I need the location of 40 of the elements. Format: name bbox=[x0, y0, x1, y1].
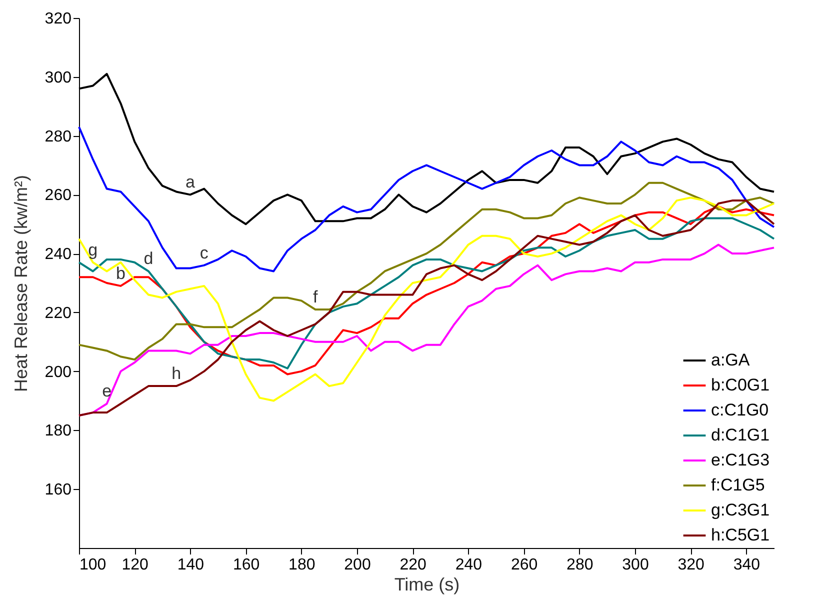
legend-label: c:C1G0 bbox=[711, 400, 769, 420]
annotation: e bbox=[102, 382, 112, 401]
annotation: h bbox=[172, 364, 182, 384]
legend-label: b:C0G1 bbox=[711, 376, 770, 394]
x-tick-label: 320 bbox=[678, 556, 705, 574]
legend-label: e:C1G3 bbox=[711, 450, 770, 470]
x-tick-label: 140 bbox=[177, 556, 204, 574]
x-tick-label: 220 bbox=[400, 556, 427, 574]
y-tick-label: 220 bbox=[44, 304, 72, 322]
y-tick-label: 280 bbox=[44, 128, 72, 146]
y-tick-label: 160 bbox=[44, 482, 72, 499]
y-tick-label: 180 bbox=[44, 422, 72, 440]
annotation: c bbox=[200, 243, 209, 262]
annotation: d bbox=[144, 249, 154, 268]
y-tick-label: 260 bbox=[44, 187, 72, 204]
x-axis-title: Time (s) bbox=[394, 574, 460, 594]
y-tick-label: 200 bbox=[44, 364, 72, 381]
x-tick-label: 180 bbox=[288, 556, 316, 574]
x-tick-label: 240 bbox=[455, 556, 482, 574]
legend-label: a:GA bbox=[711, 350, 750, 370]
y-tick-label: 240 bbox=[44, 246, 72, 264]
x-tick-label: 200 bbox=[344, 556, 371, 574]
x-tick-label: 300 bbox=[622, 556, 649, 574]
annotation: a bbox=[185, 172, 196, 192]
y-tick-label: 320 bbox=[44, 10, 72, 28]
annotation: f bbox=[312, 288, 318, 306]
x-tick-label: 100 bbox=[80, 556, 106, 574]
legend-label: g:C3G1 bbox=[711, 500, 770, 520]
legend-label: f:C1G5 bbox=[711, 476, 765, 494]
x-tick-label: 160 bbox=[232, 556, 260, 574]
y-axis-title: Heat Release Rate (kw/m²) bbox=[10, 174, 31, 392]
x-tick-label: 280 bbox=[566, 556, 594, 574]
x-tick-label: 120 bbox=[122, 556, 149, 574]
legend-label: h:C5G1 bbox=[711, 526, 770, 544]
annotation: b bbox=[116, 264, 126, 283]
annotation: g bbox=[88, 240, 98, 260]
x-tick-label: 340 bbox=[733, 556, 760, 574]
x-tick-label: 260 bbox=[510, 556, 538, 574]
legend-label: d:C1G1 bbox=[711, 426, 770, 444]
y-tick-label: 300 bbox=[44, 69, 72, 86]
